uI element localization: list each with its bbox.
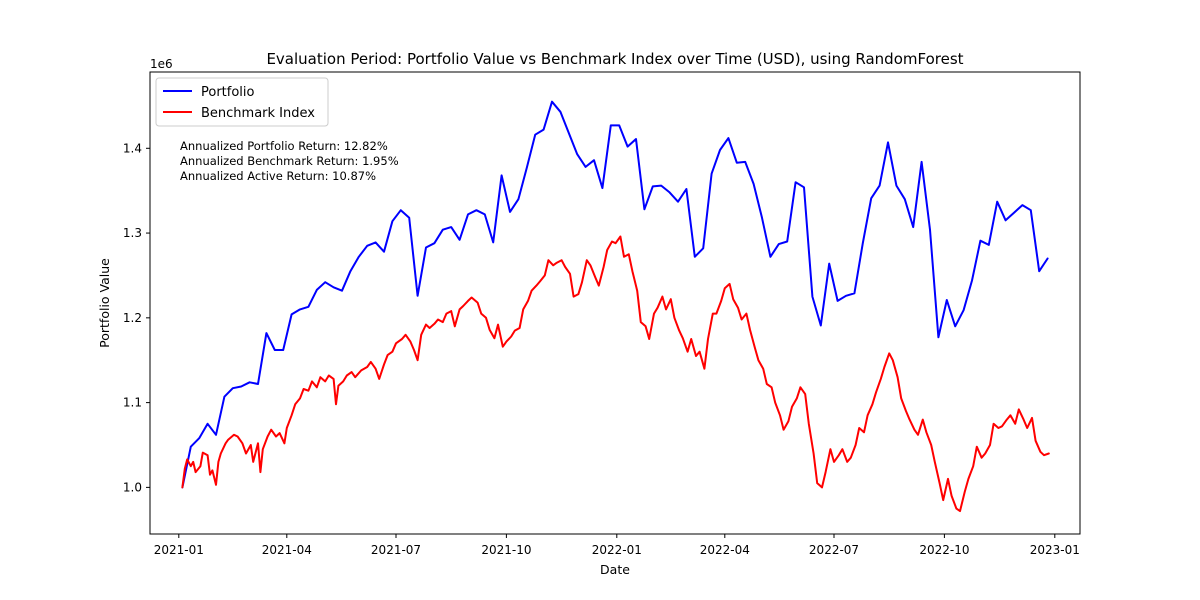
legend-box: [155, 77, 329, 127]
legend-label-portfolio: Portfolio: [201, 85, 255, 100]
y-tick-label: 1.1: [123, 396, 142, 410]
legend-label-benchmark: Benchmark Index: [201, 106, 315, 121]
annotation-portfolio-return: Annualized Portfolio Return: 12.82%: [180, 139, 388, 153]
x-tick-label: 2021-01: [154, 543, 204, 557]
x-tick-label: 2021-04: [262, 543, 312, 557]
legend: Portfolio Benchmark Index: [155, 77, 329, 127]
x-tick-label: 2022-07: [809, 543, 859, 557]
y-tick-label: 1.0: [123, 480, 142, 494]
series-line-benchmark: [181, 235, 1050, 513]
series-layer: [181, 100, 1050, 513]
annotation-active-return: Annualized Active Return: 10.87%: [180, 169, 376, 183]
x-tick-label: 2022-01: [592, 543, 642, 557]
x-tick-label: 2021-07: [371, 543, 421, 557]
x-tick-label: 2023-01: [1030, 543, 1080, 557]
annotation-benchmark-return: Annualized Benchmark Return: 1.95%: [180, 154, 399, 168]
y-axis-label: Portfolio Value: [97, 258, 112, 348]
y-tick-label: 1.2: [123, 311, 142, 325]
y-tick-label: 1.4: [123, 141, 142, 155]
x-tick-label: 2022-04: [700, 543, 750, 557]
x-tick-label: 2021-10: [481, 543, 531, 557]
y-scale-label: 1e6: [150, 57, 173, 71]
annotation-block: Annualized Portfolio Return: 12.82% Annu…: [180, 139, 399, 183]
x-axis-label: Date: [600, 562, 630, 577]
y-axis: 1.0 1.1 1.2 1.3 1.4: [123, 141, 150, 494]
y-tick-label: 1.3: [123, 226, 142, 240]
plot-frame: [149, 71, 1081, 535]
series-line-portfolio: [181, 100, 1049, 489]
x-axis: 2021-01 2021-04 2021-07 2021-10 2022-01 2022-…: [154, 534, 1080, 557]
chart-title: Evaluation Period: Portfolio Value vs Be…: [266, 50, 963, 68]
x-tick-label: 2022-10: [919, 543, 969, 557]
